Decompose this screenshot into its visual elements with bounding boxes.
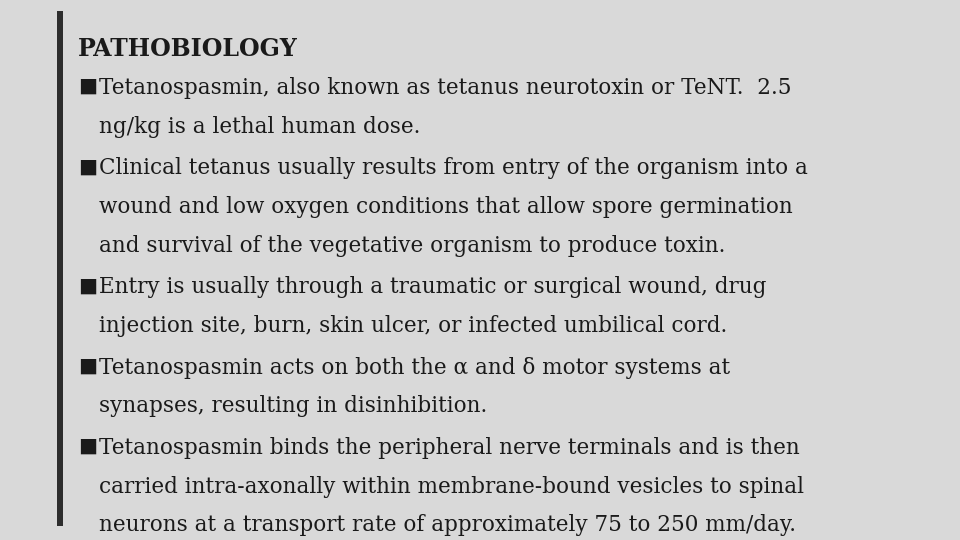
Text: Tetanospasmin acts on both the α and δ motor systems at: Tetanospasmin acts on both the α and δ m…: [99, 356, 730, 379]
Text: carried intra-axonally within membrane-bound vesicles to spinal: carried intra-axonally within membrane-b…: [99, 476, 804, 497]
Text: ■: ■: [78, 356, 97, 375]
FancyBboxPatch shape: [57, 11, 63, 526]
Text: ■: ■: [78, 437, 97, 456]
Text: Tetanospasmin binds the peripheral nerve terminals and is then: Tetanospasmin binds the peripheral nerve…: [99, 437, 800, 459]
Text: injection site, burn, skin ulcer, or infected umbilical cord.: injection site, burn, skin ulcer, or inf…: [99, 315, 727, 337]
Text: Entry is usually through a traumatic or surgical wound, drug: Entry is usually through a traumatic or …: [99, 276, 766, 298]
Text: ■: ■: [78, 276, 97, 295]
Text: Clinical tetanus usually results from entry of the organism into a: Clinical tetanus usually results from en…: [99, 157, 807, 179]
Text: PATHOBIOLOGY: PATHOBIOLOGY: [78, 37, 298, 61]
Text: ■: ■: [78, 157, 97, 176]
Text: and survival of the vegetative organism to produce toxin.: and survival of the vegetative organism …: [99, 235, 725, 257]
Text: ■: ■: [78, 77, 97, 96]
Text: Tetanospasmin, also known as tetanus neurotoxin or TeNT.  2.5: Tetanospasmin, also known as tetanus neu…: [99, 77, 791, 99]
Text: wound and low oxygen conditions that allow spore germination: wound and low oxygen conditions that all…: [99, 196, 793, 218]
Text: synapses, resulting in disinhibition.: synapses, resulting in disinhibition.: [99, 395, 487, 417]
Text: ng/kg is a lethal human dose.: ng/kg is a lethal human dose.: [99, 116, 420, 138]
Text: neurons at a transport rate of approximately 75 to 250 mm/day.: neurons at a transport rate of approxima…: [99, 514, 796, 536]
